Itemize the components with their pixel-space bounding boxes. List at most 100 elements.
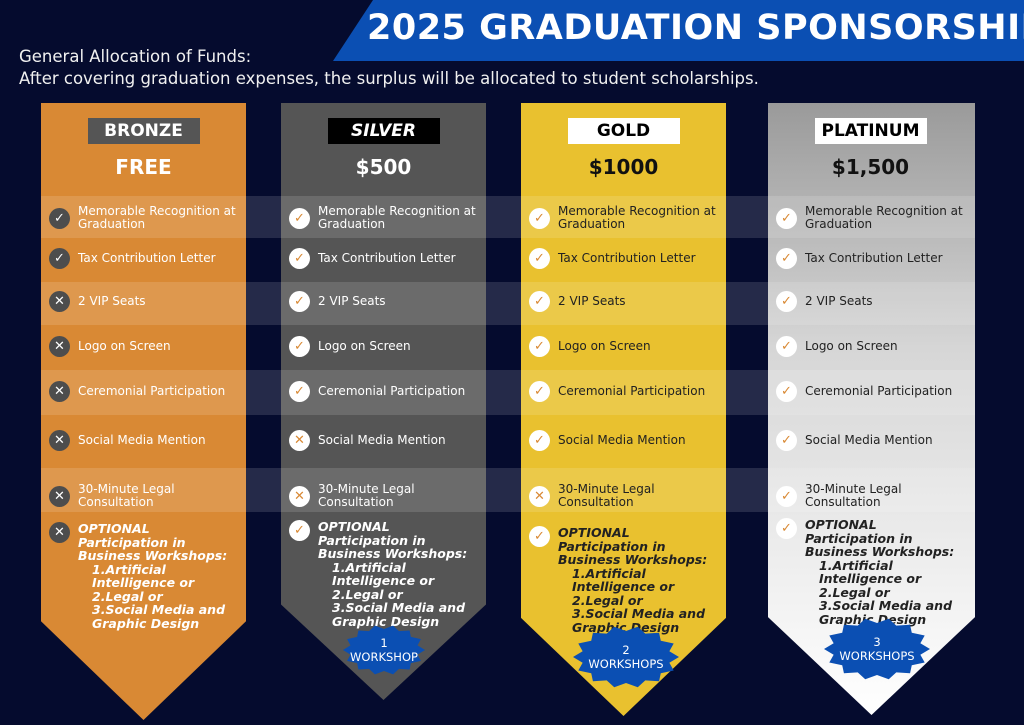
workshop-option: 3.Social Media and Graphic Design — [819, 598, 953, 627]
benefit-row: ✓ 2 VIP Seats — [776, 291, 969, 312]
benefit-row: ✕ 30-Minute Legal Consultation — [529, 483, 722, 509]
check-icon: ✓ — [529, 291, 550, 312]
benefit-row: ✕ 2 VIP Seats — [49, 291, 242, 312]
check-icon: ✓ — [776, 291, 797, 312]
benefit-row: ✓ 30-Minute Legal Consultation — [776, 483, 969, 509]
benefit-label: Logo on Screen — [318, 339, 411, 353]
bronze-column — [41, 103, 246, 720]
check-icon: ✓ — [289, 207, 310, 229]
optional-workshops: ✓ OPTIONAL Participation in Business Wor… — [529, 526, 724, 634]
workshop-option: 3.Social Media and Graphic Design — [572, 606, 706, 635]
check-icon: ✓ — [529, 207, 550, 229]
check-icon: ✓ — [49, 207, 70, 229]
x-icon: ✕ — [289, 430, 310, 451]
benefit-label: Social Media Mention — [78, 433, 206, 447]
benefit-row: ✕ 30-Minute Legal Consultation — [289, 483, 482, 509]
check-icon: ✓ — [529, 248, 550, 269]
page-title: 2025 GRADUATION SPONSORSHIP — [367, 8, 1024, 48]
benefit-label: Ceremonial Participation — [318, 384, 466, 398]
check-icon: ✓ — [289, 248, 310, 269]
benefit-label: Logo on Screen — [805, 339, 898, 353]
benefit-row: ✓ 2 VIP Seats — [289, 291, 482, 312]
intro-body: After covering graduation expenses, the … — [19, 69, 759, 88]
workshop-option: 2.Legal or — [92, 588, 163, 604]
benefit-row: ✓ Tax Contribution Letter — [776, 248, 969, 269]
benefit-row: ✓ Memorable Recognition at Graduation — [49, 205, 242, 231]
tier-name: SILVER — [327, 118, 440, 144]
optional-workshops: ✓ OPTIONAL Participation in Business Wor… — [776, 518, 971, 626]
tier-name: BRONZE — [87, 118, 200, 144]
check-icon: ✓ — [529, 430, 550, 451]
benefit-label: Logo on Screen — [558, 339, 651, 353]
benefit-label: Ceremonial Participation — [558, 384, 706, 398]
optional-heading: OPTIONAL Participation in Business Works… — [78, 521, 228, 563]
benefit-row: ✓ Ceremonial Participation — [289, 381, 482, 402]
benefit-row: ✓ Logo on Screen — [529, 336, 722, 357]
tier-name: PLATINUM — [814, 118, 927, 144]
benefit-label: 2 VIP Seats — [318, 294, 386, 308]
workshop-option: 1.Artificial Intelligence or — [332, 559, 435, 588]
benefit-row: ✕ Ceremonial Participation — [49, 381, 242, 402]
x-icon: ✕ — [289, 485, 310, 507]
x-icon: ✕ — [49, 430, 70, 451]
benefit-row: ✓ Memorable Recognition at Graduation — [529, 205, 722, 231]
benefit-label: Memorable Recognition at Graduation — [558, 204, 716, 231]
optional-heading: OPTIONAL Participation in Business Works… — [558, 525, 708, 567]
title-banner — [333, 0, 1024, 61]
check-icon: ✓ — [529, 526, 550, 547]
workshop-option: 2.Legal or — [819, 584, 890, 600]
gold-column — [521, 103, 726, 716]
check-icon: ✓ — [776, 381, 797, 402]
check-icon: ✓ — [776, 248, 797, 269]
benefit-row: ✓ Logo on Screen — [776, 336, 969, 357]
check-icon: ✓ — [49, 248, 70, 269]
benefit-label: 2 VIP Seats — [558, 294, 626, 308]
benefit-row: ✓ 2 VIP Seats — [529, 291, 722, 312]
optional-heading: OPTIONAL Participation in Business Works… — [318, 519, 468, 561]
workshop-option: 2.Legal or — [572, 592, 643, 608]
benefit-label: Tax Contribution Letter — [318, 251, 456, 265]
intro-text: General Allocation of Funds: After cover… — [19, 46, 759, 90]
x-icon: ✕ — [529, 485, 550, 507]
tier-price: $1000 — [588, 155, 659, 179]
benefit-label: 30-Minute Legal Consultation — [318, 482, 415, 509]
benefit-row: ✕ 30-Minute Legal Consultation — [49, 483, 242, 509]
badge-label: WORKSHOP — [350, 650, 418, 664]
optional-workshops: ✓ OPTIONAL Participation in Business Wor… — [289, 520, 484, 628]
benefit-label: Tax Contribution Letter — [558, 251, 696, 265]
benefit-label: Memorable Recognition at Graduation — [78, 204, 236, 231]
check-icon: ✓ — [289, 381, 310, 402]
benefit-row: ✓ Ceremonial Participation — [529, 381, 722, 402]
optional-workshops: ✕ OPTIONAL Participation in Business Wor… — [49, 522, 244, 630]
check-icon: ✓ — [529, 381, 550, 402]
badge-number: 1 — [380, 636, 388, 650]
workshop-option: 3.Social Media and Graphic Design — [332, 600, 466, 629]
check-icon: ✓ — [776, 336, 797, 357]
workshop-option: 1.Artificial Intelligence or — [819, 557, 922, 586]
badge-number: 2 — [622, 643, 630, 657]
benefit-label: Ceremonial Participation — [78, 384, 226, 398]
x-icon: ✕ — [49, 291, 70, 312]
check-icon: ✓ — [776, 485, 797, 507]
benefit-row: ✓ Tax Contribution Letter — [49, 248, 242, 269]
workshop-option: 1.Artificial Intelligence or — [572, 565, 675, 594]
benefit-label: Tax Contribution Letter — [805, 251, 943, 265]
benefit-row: ✓ Memorable Recognition at Graduation — [776, 205, 969, 231]
benefit-row: ✕ Social Media Mention — [289, 430, 482, 451]
check-icon: ✓ — [776, 518, 797, 539]
benefit-label: 2 VIP Seats — [78, 294, 146, 308]
benefit-label: Social Media Mention — [558, 433, 686, 447]
tier-name: GOLD — [567, 118, 680, 144]
check-icon: ✓ — [776, 207, 797, 229]
benefit-row: ✕ Social Media Mention — [49, 430, 242, 451]
benefit-row: ✓ Memorable Recognition at Graduation — [289, 205, 482, 231]
benefit-row: ✓ Logo on Screen — [289, 336, 482, 357]
benefit-row: ✓ Social Media Mention — [529, 430, 722, 451]
check-icon: ✓ — [289, 291, 310, 312]
silver-column — [281, 103, 486, 700]
workshop-option: 3.Social Media and Graphic Design — [92, 602, 226, 631]
benefit-label: Social Media Mention — [805, 433, 933, 447]
benefit-label: Logo on Screen — [78, 339, 171, 353]
benefit-label: Tax Contribution Letter — [78, 251, 216, 265]
optional-heading: OPTIONAL Participation in Business Works… — [805, 517, 955, 559]
